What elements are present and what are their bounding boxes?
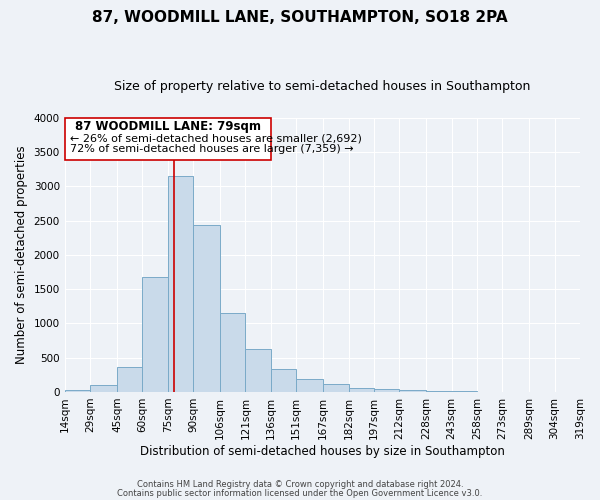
Bar xyxy=(168,176,193,392)
Bar xyxy=(245,349,271,392)
Text: 72% of semi-detached houses are larger (7,359) →: 72% of semi-detached houses are larger (… xyxy=(70,144,353,154)
Text: 87 WOODMILL LANE: 79sqm: 87 WOODMILL LANE: 79sqm xyxy=(75,120,261,133)
Y-axis label: Number of semi-detached properties: Number of semi-detached properties xyxy=(15,146,28,364)
Bar xyxy=(117,368,142,392)
Bar xyxy=(296,380,323,392)
Title: Size of property relative to semi-detached houses in Southampton: Size of property relative to semi-detach… xyxy=(114,80,530,93)
Text: Contains public sector information licensed under the Open Government Licence v3: Contains public sector information licen… xyxy=(118,488,482,498)
Bar xyxy=(220,313,245,392)
Bar xyxy=(193,226,220,392)
Text: ← 26% of semi-detached houses are smaller (2,692): ← 26% of semi-detached houses are smalle… xyxy=(70,134,362,143)
Text: 87, WOODMILL LANE, SOUTHAMPTON, SO18 2PA: 87, WOODMILL LANE, SOUTHAMPTON, SO18 2PA xyxy=(92,10,508,25)
Text: Contains HM Land Registry data © Crown copyright and database right 2024.: Contains HM Land Registry data © Crown c… xyxy=(137,480,463,489)
Bar xyxy=(323,384,349,392)
X-axis label: Distribution of semi-detached houses by size in Southampton: Distribution of semi-detached houses by … xyxy=(140,444,505,458)
Bar xyxy=(374,389,399,392)
Bar xyxy=(271,370,296,392)
Bar xyxy=(65,390,90,392)
Bar xyxy=(349,388,374,392)
Bar xyxy=(90,385,117,392)
Bar xyxy=(426,391,452,392)
Bar xyxy=(399,390,426,392)
FancyBboxPatch shape xyxy=(65,118,271,160)
Bar xyxy=(142,277,168,392)
